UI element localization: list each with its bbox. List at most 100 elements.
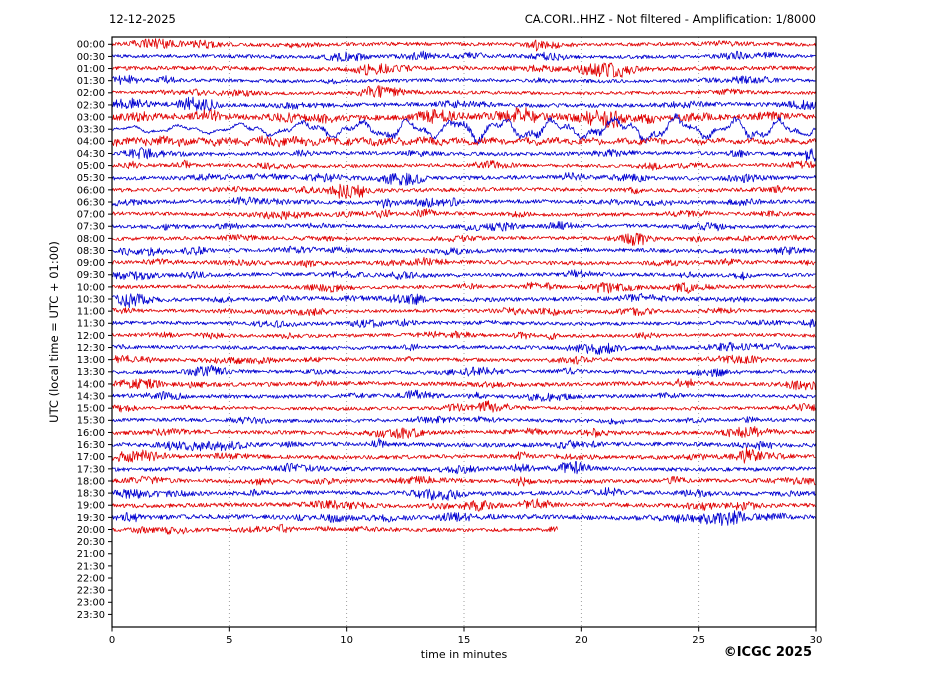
- row-label: 02:00: [77, 88, 105, 99]
- row-label: 01:00: [77, 64, 105, 75]
- row-label: 08:00: [77, 234, 105, 245]
- trace-row-13-00: [111, 354, 816, 365]
- x-tick-label: 20: [575, 635, 588, 646]
- row-label: 09:30: [77, 270, 105, 281]
- header-date: 12-12-2025: [109, 12, 176, 26]
- row-label: 05:30: [77, 173, 105, 184]
- row-label: 08:30: [77, 246, 105, 257]
- trace-row-08-00: [111, 232, 816, 246]
- row-label: 23:30: [77, 610, 105, 621]
- row-label: 09:00: [77, 258, 105, 269]
- row-label: 15:00: [77, 404, 105, 415]
- credit-text: ©ICGC 2025: [723, 645, 812, 660]
- trace-row-14-00: [112, 378, 816, 391]
- trace-row-10-00: [111, 281, 816, 294]
- row-label: 13:00: [77, 355, 105, 366]
- trace-row-10-30: [111, 292, 816, 309]
- row-label: 10:00: [77, 282, 105, 293]
- trace-row-03-30: [111, 113, 816, 145]
- trace-row-01-30: [111, 74, 816, 85]
- plot-frame: [111, 36, 817, 628]
- row-label: 13:30: [77, 367, 105, 378]
- row-label: 14:00: [77, 379, 105, 390]
- header-station-title: CA.CORI..HHZ - Not filtered - Amplificat…: [524, 12, 816, 26]
- row-label: 07:30: [77, 222, 105, 233]
- x-tick-label: 15: [458, 635, 471, 646]
- row-label: 23:00: [77, 598, 105, 609]
- row-label: 12:30: [77, 343, 105, 354]
- trace-row-08-30: [111, 245, 816, 257]
- row-label: 18:30: [77, 489, 105, 500]
- row-label: 07:00: [77, 210, 105, 221]
- row-label: 22:30: [77, 586, 105, 597]
- trace-row-00-00: [111, 38, 816, 52]
- trace-row-16-30: [111, 437, 816, 452]
- row-label: 17:30: [77, 464, 105, 475]
- trace-row-03-00: [111, 107, 816, 129]
- trace-row-06-00: [111, 183, 816, 200]
- row-label: 01:30: [77, 76, 105, 87]
- trace-row-09-00: [111, 256, 816, 268]
- row-label: 17:00: [77, 452, 105, 463]
- trace-row-14-30: [111, 389, 816, 402]
- trace-row-18-00: [111, 475, 816, 487]
- row-label: 11:00: [77, 307, 105, 318]
- trace-row-02-30: [111, 96, 816, 111]
- trace-row-11-30: [111, 318, 816, 329]
- trace-row-16-00: [111, 425, 816, 440]
- trace-row-07-00: [111, 208, 816, 221]
- trace-row-12-30: [111, 341, 816, 355]
- trace-row-19-00: [111, 498, 816, 512]
- trace-row-09-30: [111, 269, 816, 281]
- trace-row-01-00: [111, 62, 816, 78]
- trace-row-18-30: [111, 487, 816, 501]
- row-label: 22:00: [77, 573, 105, 584]
- row-label: 12:00: [77, 331, 105, 342]
- trace-row-02-00: [111, 85, 816, 98]
- trace-row-04-00: [111, 135, 816, 148]
- row-label: 04:30: [77, 149, 105, 160]
- trace-row-07-30: [111, 221, 816, 232]
- trace-row-17-00: [111, 447, 816, 464]
- row-label: 05:00: [77, 161, 105, 172]
- row-label: 00:00: [77, 40, 105, 51]
- trace-row-05-00: [111, 159, 816, 171]
- trace-row-15-30: [111, 415, 816, 425]
- row-label: 06:00: [77, 185, 105, 196]
- row-label: 16:00: [77, 428, 105, 439]
- trace-row-00-30: [111, 50, 816, 62]
- x-tick-label: 5: [226, 635, 232, 646]
- row-label: 21:30: [77, 561, 105, 572]
- trace-row-19-30: [111, 510, 816, 526]
- y-axis-label: UTC (local time = UTC + 01:00): [47, 241, 61, 423]
- row-label: 20:00: [77, 525, 105, 536]
- x-tick-label: 10: [340, 635, 353, 646]
- trace-row-05-30: [111, 172, 816, 186]
- row-label: 11:30: [77, 319, 105, 330]
- row-label: 03:00: [77, 112, 105, 123]
- x-tick-label: 25: [692, 635, 705, 646]
- row-label: 06:30: [77, 197, 105, 208]
- x-tick-label: 30: [810, 635, 823, 646]
- trace-row-12-00: [111, 330, 816, 341]
- row-label: 02:30: [77, 100, 105, 111]
- trace-row-11-00: [112, 307, 816, 317]
- row-label: 20:30: [77, 537, 105, 548]
- trace-row-13-30: [111, 364, 816, 378]
- trace-row-04-30: [111, 147, 816, 162]
- x-tick-label: 0: [109, 635, 115, 646]
- row-label: 19:30: [77, 513, 105, 524]
- row-label: 16:30: [77, 440, 105, 451]
- x-axis-label: time in minutes: [420, 648, 508, 661]
- row-label: 10:30: [77, 294, 105, 305]
- trace-row-20-00: [111, 523, 558, 535]
- row-label: 18:00: [77, 476, 105, 487]
- trace-row-17-30: [111, 461, 816, 475]
- trace-row-15-00: [111, 400, 816, 413]
- row-label: 19:00: [77, 501, 105, 512]
- row-label: 03:30: [77, 125, 105, 136]
- row-label: 04:00: [77, 137, 105, 148]
- row-label: 21:00: [77, 549, 105, 560]
